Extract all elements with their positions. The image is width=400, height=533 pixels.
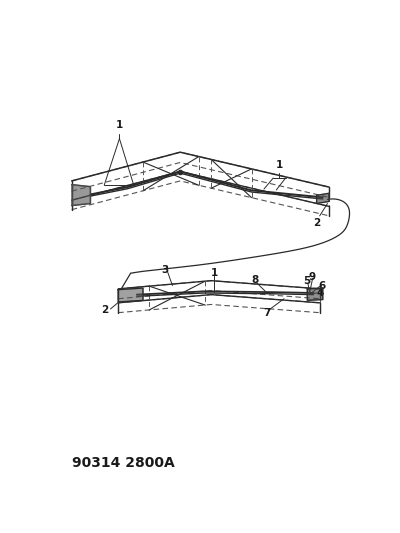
Text: 90314 2800A: 90314 2800A xyxy=(72,456,174,470)
Text: 5: 5 xyxy=(303,277,310,286)
Text: 1: 1 xyxy=(276,160,283,170)
Polygon shape xyxy=(307,288,323,301)
Text: 2: 2 xyxy=(101,305,108,315)
Text: 4: 4 xyxy=(316,288,323,298)
Text: 9: 9 xyxy=(308,271,316,281)
Polygon shape xyxy=(72,184,90,206)
Text: 6: 6 xyxy=(318,281,326,292)
Polygon shape xyxy=(317,193,329,204)
Text: 2: 2 xyxy=(314,218,321,228)
Text: 7: 7 xyxy=(263,309,271,319)
Polygon shape xyxy=(118,288,143,302)
Text: 8: 8 xyxy=(251,275,258,285)
Text: 1: 1 xyxy=(211,268,218,278)
Text: 1: 1 xyxy=(116,120,123,131)
Text: 3: 3 xyxy=(161,265,168,275)
